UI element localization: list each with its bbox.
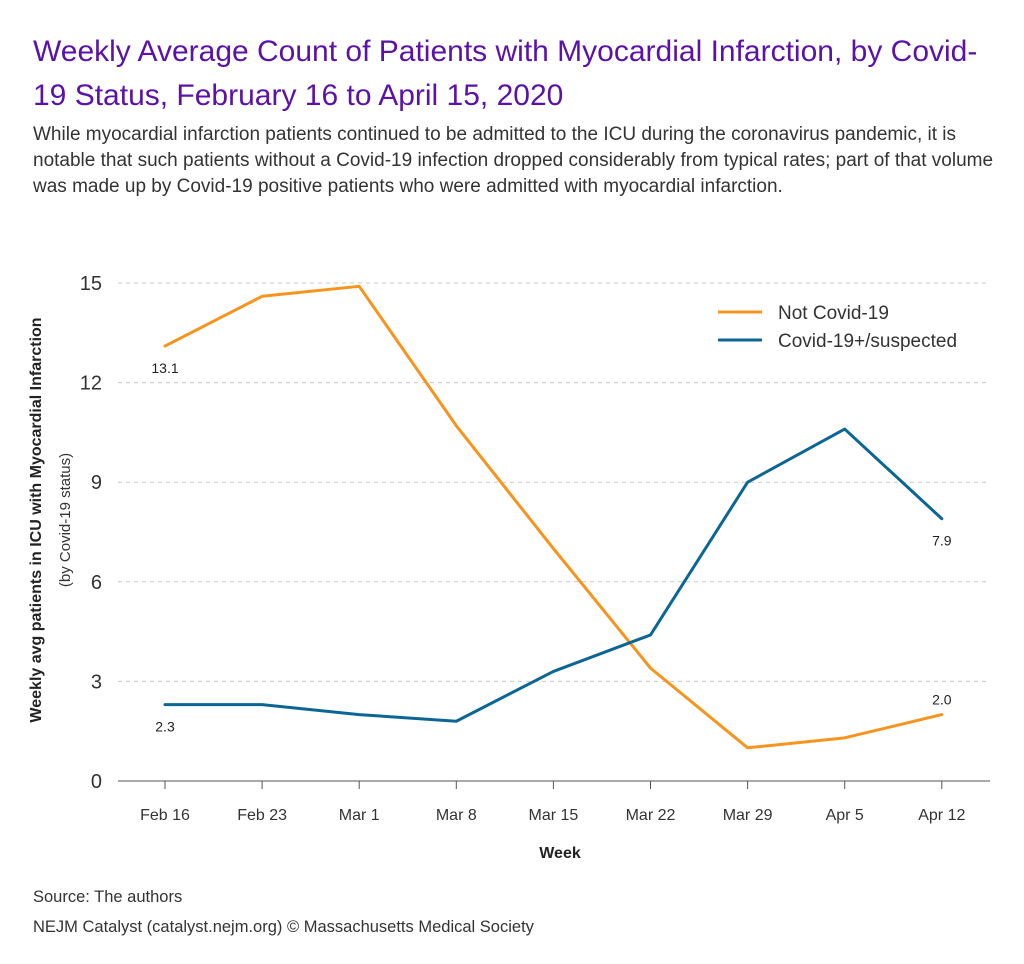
x-axis-title: Week [539, 845, 581, 862]
x-tick-label: Feb 16 [140, 807, 190, 824]
y-tick-label: 12 [80, 373, 102, 395]
y-tick-labels: 0 3 6 9 12 15 [80, 273, 102, 793]
y-gridlines [118, 282, 990, 682]
chart-subtitle: While myocardial infarction patients con… [33, 124, 994, 197]
chart-title: Weekly Average Count of Patients with My… [33, 35, 978, 112]
y-tick-label: 6 [91, 572, 102, 594]
x-tick-labels: Feb 16 Feb 23 Mar 1 Mar 8 Mar 15 Mar 22 Mar 29… [140, 807, 965, 824]
x-tick-label: Mar 22 [626, 807, 676, 824]
x-ticks [164, 781, 943, 789]
x-tick-label: Apr 12 [918, 807, 965, 824]
y-tick-label: 0 [91, 771, 102, 793]
series-line-covid-19-suspected [163, 427, 944, 723]
x-tick-label: Mar 8 [436, 807, 477, 824]
data-label: 13.1 [151, 360, 178, 376]
y-axis-title: Weekly avg patients in ICU with Myocardi… [28, 317, 45, 722]
x-tick-label: Mar 1 [339, 807, 380, 824]
legend: Not Covid-19 Covid-19+/suspected [718, 303, 957, 352]
y-tick-label: 9 [91, 472, 102, 494]
x-tick-label: Mar 15 [529, 807, 579, 824]
series-lines [163, 284, 944, 750]
x-tick-label: Apr 5 [826, 807, 864, 824]
data-label: 2.3 [155, 719, 175, 735]
data-label: 2.0 [932, 692, 952, 708]
y-tick-label: 15 [80, 273, 102, 295]
y-axis-subtitle: (by Covid-19 status) [57, 453, 74, 587]
series-line-not-covid-19 [163, 284, 944, 750]
x-tick-label: Mar 29 [723, 807, 773, 824]
legend-label: Covid-19+/suspected [778, 331, 957, 352]
legend-label: Not Covid-19 [778, 303, 889, 324]
y-tick-label: 3 [91, 671, 102, 693]
source-note: Source: The authors [33, 888, 183, 906]
x-tick-label: Feb 23 [237, 807, 287, 824]
data-label: 7.9 [932, 533, 952, 549]
data-labels: 13.1 2.0 2.3 7.9 [151, 360, 951, 735]
credit-note: NEJM Catalyst (catalyst.nejm.org) © Mass… [33, 918, 534, 936]
